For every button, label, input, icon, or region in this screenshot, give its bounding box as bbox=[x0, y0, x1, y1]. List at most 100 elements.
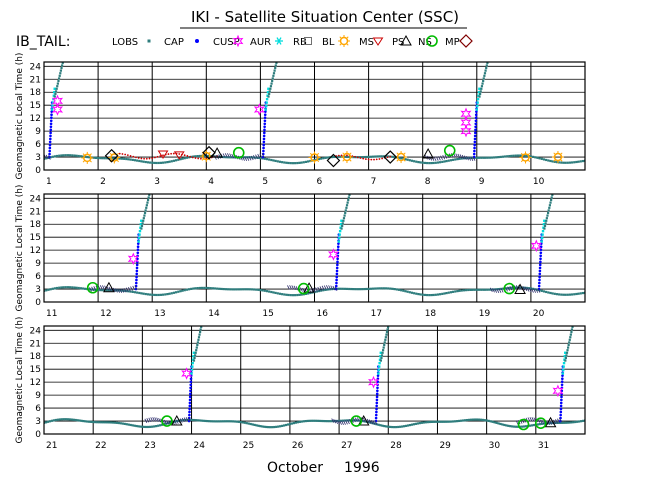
ns-trace-mark bbox=[313, 287, 316, 293]
orbit-point bbox=[510, 154, 513, 157]
orbit-point bbox=[243, 421, 246, 424]
ps-trace-point bbox=[364, 158, 367, 161]
cusp-point bbox=[560, 383, 564, 387]
orbit-point bbox=[577, 160, 580, 163]
orbit-point bbox=[576, 420, 579, 423]
orbit-point bbox=[558, 421, 561, 424]
orbit-point bbox=[487, 419, 490, 422]
orbit-point bbox=[233, 156, 236, 159]
orbit-point bbox=[202, 419, 205, 422]
orbit-point bbox=[328, 420, 331, 423]
orbit-point bbox=[114, 289, 117, 292]
ms-marker bbox=[81, 151, 94, 164]
rb-point bbox=[377, 368, 381, 372]
orbit-point bbox=[523, 154, 526, 157]
ns-trace-mark bbox=[261, 153, 265, 158]
orbit-point bbox=[60, 154, 63, 157]
ns-trace-mark bbox=[321, 285, 325, 291]
ns-trace-mark bbox=[231, 153, 235, 159]
cusp-point bbox=[473, 149, 476, 153]
rb-point bbox=[564, 351, 567, 354]
cusp-point bbox=[375, 395, 379, 399]
mp-diamond-marker bbox=[104, 148, 119, 163]
ns-trace-mark bbox=[345, 420, 348, 425]
x-tick-label: 6 bbox=[317, 177, 323, 187]
orbit-point bbox=[145, 425, 148, 429]
y-tick-label: 15 bbox=[30, 365, 41, 375]
orbit-point bbox=[445, 159, 448, 163]
orbit-point bbox=[73, 286, 76, 289]
orbit-point bbox=[194, 155, 197, 158]
cap-point bbox=[342, 217, 346, 220]
aur-marker bbox=[530, 239, 542, 253]
cap-point bbox=[480, 87, 483, 90]
mp-marker bbox=[503, 282, 516, 295]
orbit-point bbox=[416, 422, 419, 425]
orbit-point bbox=[545, 290, 548, 294]
orbit-point bbox=[330, 420, 333, 423]
orbit-point bbox=[363, 155, 366, 159]
legend: LOBS CAP CUSP AUR RB BL MS PS NS MP bbox=[112, 34, 473, 48]
orbit-point bbox=[436, 293, 440, 296]
cusp-point bbox=[188, 410, 191, 414]
legend-label-ps: PS bbox=[392, 37, 404, 48]
orbit-point bbox=[155, 293, 158, 297]
orbit-point bbox=[536, 288, 539, 291]
ps-trace-point bbox=[159, 155, 162, 157]
orbit-point bbox=[249, 422, 252, 426]
orbit-point bbox=[149, 425, 152, 428]
orbit-point bbox=[566, 161, 569, 164]
cusp-point bbox=[538, 266, 542, 270]
orbit-point bbox=[74, 418, 77, 422]
ms-marker bbox=[395, 151, 408, 164]
orbit-point bbox=[351, 419, 355, 422]
orbit-point bbox=[111, 421, 115, 424]
orbit-point bbox=[384, 155, 388, 158]
cap-point bbox=[545, 219, 548, 222]
orbit-point bbox=[190, 287, 193, 290]
orbit-point bbox=[209, 287, 212, 290]
ns-trace-mark bbox=[461, 154, 465, 160]
cusp-point bbox=[135, 278, 138, 282]
orbit-point bbox=[46, 420, 50, 423]
orbit-point bbox=[382, 287, 385, 290]
ps-trace-point bbox=[151, 157, 154, 160]
orbit-point bbox=[94, 288, 98, 291]
orbit-point bbox=[97, 288, 100, 292]
ns-trace-mark bbox=[130, 286, 133, 291]
legend-label-cap: CAP bbox=[164, 37, 184, 48]
orbit-point bbox=[432, 293, 435, 297]
orbit-point bbox=[337, 155, 340, 158]
ns-trace-mark bbox=[435, 156, 439, 161]
orbit-point bbox=[75, 154, 78, 157]
legend-symbol-rb bbox=[275, 37, 283, 45]
ns-trace-mark bbox=[537, 288, 541, 293]
orbit-point bbox=[475, 418, 478, 421]
x-tick-label: 12 bbox=[100, 309, 111, 319]
ns-trace-mark bbox=[433, 156, 437, 161]
cap-point bbox=[269, 87, 272, 90]
ns-trace-mark bbox=[557, 418, 560, 423]
ns-marker bbox=[170, 415, 183, 426]
orbit-point bbox=[549, 291, 552, 295]
orbit-point bbox=[529, 155, 533, 158]
ps-trace-point bbox=[197, 157, 200, 160]
orbit-point bbox=[345, 155, 349, 159]
ns-trace-mark bbox=[370, 419, 374, 425]
orbit-point bbox=[64, 154, 67, 157]
orbit-point bbox=[480, 288, 483, 291]
orbit-point bbox=[248, 288, 251, 291]
orbit-point bbox=[290, 422, 294, 425]
rb-point bbox=[378, 361, 381, 365]
ns-trace-mark bbox=[372, 420, 376, 425]
cusp-point bbox=[49, 125, 53, 129]
cusp-point bbox=[559, 404, 563, 408]
orbit-point bbox=[339, 155, 342, 158]
orbit-point bbox=[304, 160, 308, 163]
ns-trace-mark bbox=[99, 285, 103, 290]
cap-point bbox=[570, 328, 574, 331]
orbit-point bbox=[527, 287, 530, 290]
orbit-point bbox=[283, 161, 286, 164]
